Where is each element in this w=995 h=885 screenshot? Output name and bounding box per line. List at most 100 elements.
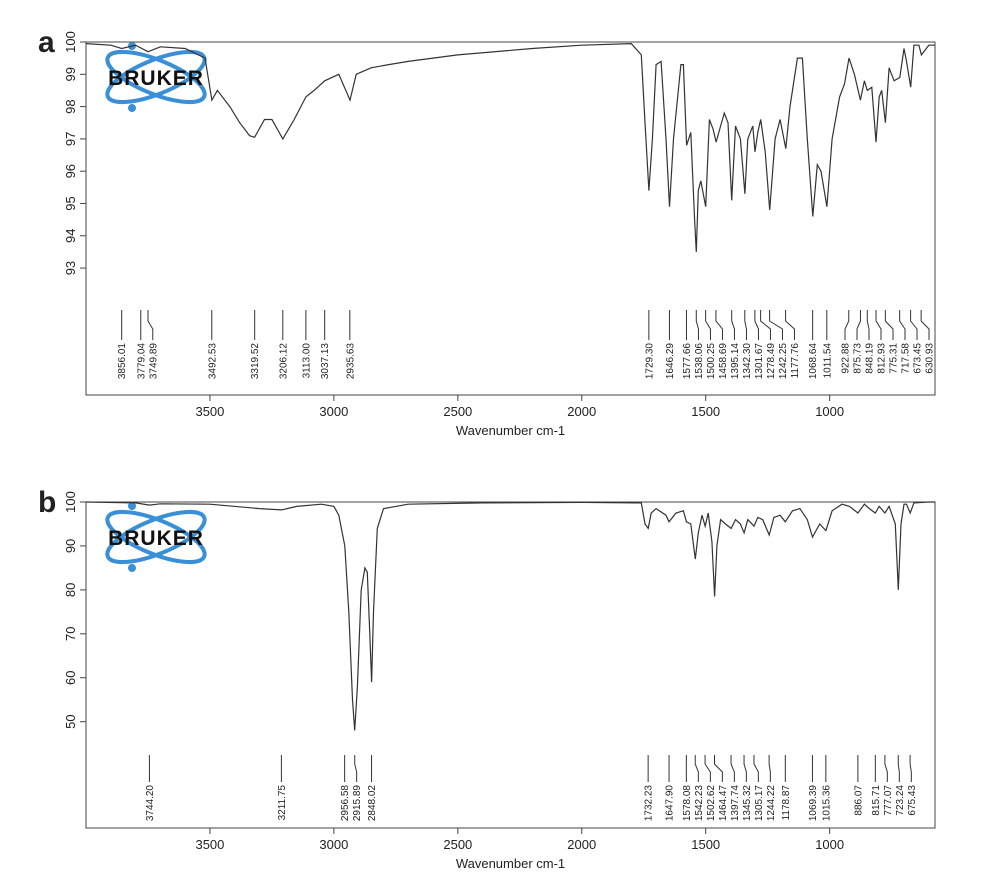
- peak-marker: [705, 310, 711, 340]
- peak-label: 1011.54: [822, 343, 833, 379]
- peak-label: 1395.14: [730, 343, 741, 380]
- peak-marker: [695, 310, 699, 340]
- peak-label: 630.93: [925, 343, 936, 374]
- logo-text: BRUKER: [108, 527, 204, 550]
- logo-dot: [128, 564, 136, 572]
- y-tick-label: 97: [63, 132, 78, 146]
- y-tick-label: 99: [63, 67, 78, 81]
- peak-marker: [769, 310, 783, 340]
- x-tick-label: 2500: [443, 837, 472, 852]
- x-tick-label: 2000: [567, 404, 596, 419]
- peak-label: 675.43: [907, 785, 918, 816]
- y-tick-label: 50: [63, 714, 78, 728]
- peak-label: 1646.29: [665, 343, 676, 380]
- peak-marker: [884, 755, 888, 782]
- peak-marker: [920, 310, 930, 340]
- x-tick-label: 3500: [195, 404, 224, 419]
- peak-label: 1244.22: [766, 785, 777, 822]
- peak-label: 886.07: [853, 785, 864, 816]
- x-tick-label: 3000: [319, 837, 348, 852]
- peak-label: 775.31: [889, 343, 900, 374]
- peak-label: 875.73: [853, 343, 864, 374]
- y-tick-label: 60: [63, 671, 78, 685]
- logo-dot: [128, 502, 136, 510]
- peak-label: 1305.17: [754, 785, 765, 822]
- peak-label: 3211.75: [277, 785, 288, 821]
- peak-marker: [743, 755, 747, 782]
- peak-label: 1577.66: [682, 343, 693, 380]
- peak-label: 3856.01: [117, 343, 128, 380]
- y-tick-label: 95: [63, 196, 78, 210]
- peak-label: 1502.62: [706, 785, 717, 822]
- peak-label: 1242.25: [778, 343, 789, 380]
- y-tick-label: 80: [63, 583, 78, 597]
- peak-label: 723.24: [895, 785, 906, 816]
- panel-label: b: [38, 486, 56, 519]
- x-tick-label: 3000: [319, 404, 348, 419]
- peak-label: 1345.32: [742, 785, 753, 822]
- peak-marker: [910, 310, 918, 340]
- plot-frame: [85, 501, 936, 829]
- y-tick-label: 90: [63, 539, 78, 553]
- peak-label: 717.58: [901, 343, 912, 374]
- peak-label: 1342.30: [742, 343, 753, 380]
- peak-marker: [744, 310, 747, 340]
- peak-label: 673.45: [913, 343, 924, 374]
- peak-label: 3492.53: [207, 343, 218, 380]
- peak-marker: [768, 755, 771, 782]
- peak-label: 2956.58: [340, 785, 351, 822]
- peak-label: 1178.87: [781, 785, 792, 821]
- peak-label: 2848.02: [367, 785, 378, 822]
- y-tick-label: 100: [63, 491, 78, 513]
- y-tick-label: 96: [63, 164, 78, 178]
- y-tick-label: 94: [63, 229, 78, 243]
- peak-label: 922.88: [841, 343, 852, 374]
- peak-marker: [875, 310, 882, 340]
- spectrum-line: [85, 42, 935, 252]
- y-tick-label: 98: [63, 99, 78, 113]
- peak-label: 3206.12: [278, 343, 289, 380]
- logo-orbit: [105, 49, 207, 105]
- peak-label: 3749.89: [148, 343, 159, 380]
- y-tick-label: 100: [63, 31, 78, 53]
- panel-label: a: [38, 26, 55, 59]
- logo-text: BRUKER: [108, 67, 204, 90]
- x-tick-label: 2000: [567, 837, 596, 852]
- peak-label: 1647.90: [665, 785, 676, 822]
- peak-label: 3113.00: [301, 343, 312, 379]
- y-tick-label: 93: [63, 261, 78, 275]
- peak-marker: [147, 310, 154, 340]
- peak-label: 3779.04: [136, 343, 147, 380]
- peak-marker: [714, 755, 723, 782]
- peak-label: 1729.30: [644, 343, 655, 380]
- x-tick-label: 1000: [815, 404, 844, 419]
- x-tick-label: 1500: [691, 837, 720, 852]
- peak-marker: [909, 755, 912, 782]
- peak-label: 3319.52: [250, 343, 261, 380]
- peak-label: 1068.64: [808, 343, 819, 380]
- peak-label: 848.19: [865, 343, 876, 374]
- peak-label: 3037.13: [320, 343, 331, 380]
- peak-label: 1732.23: [644, 785, 655, 822]
- peak-label: 1464.47: [718, 785, 729, 822]
- peak-label: 815.71: [871, 785, 882, 816]
- peak-label: 777.07: [883, 785, 894, 816]
- peak-label: 1069.39: [808, 785, 819, 822]
- peak-marker: [715, 310, 723, 340]
- x-tick-label: 3500: [195, 837, 224, 852]
- peak-marker: [844, 310, 850, 340]
- peak-label: 1301.67: [754, 343, 765, 380]
- peak-label: 1015.36: [821, 785, 832, 822]
- logo-dot: [128, 104, 136, 112]
- peak-label: 2935.63: [345, 343, 356, 380]
- x-tick-label: 1000: [815, 837, 844, 852]
- peak-label: 1397.74: [730, 785, 741, 822]
- peak-label: 1538.06: [694, 343, 705, 380]
- peak-marker: [754, 310, 759, 340]
- peak-marker: [897, 755, 900, 782]
- y-tick-label: 70: [63, 627, 78, 641]
- peak-label: 1542.23: [694, 785, 705, 822]
- x-axis-label: Wavenumber cm-1: [456, 856, 565, 871]
- peak-marker: [760, 310, 771, 340]
